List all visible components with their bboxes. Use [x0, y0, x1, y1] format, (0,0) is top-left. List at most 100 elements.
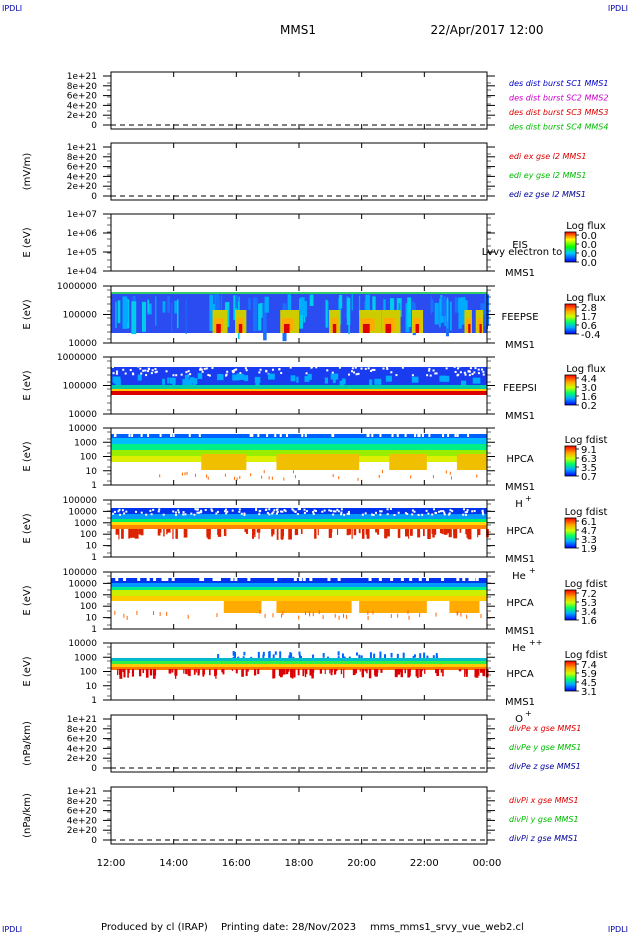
spectrogram-cell: [326, 369, 329, 372]
spectrogram-cell: [174, 511, 177, 514]
spectrogram-cell: [314, 509, 317, 512]
y-tick-label: 10000: [68, 410, 97, 420]
spectrogram-cell: [131, 434, 134, 437]
spectrogram-cell: [481, 511, 484, 514]
y-tick-label: 1000: [74, 653, 97, 663]
spectrogram-cell: [449, 301, 452, 331]
spectrogram-cell: [201, 454, 247, 470]
y-tick-label: 10000: [68, 639, 97, 649]
y-tick-label: 1e+05: [67, 248, 97, 258]
x-tick-label: 16:00: [222, 858, 251, 869]
spectrogram-cell: [352, 669, 356, 676]
spectrogram-cell: [303, 511, 306, 514]
spectrogram-cell: [397, 669, 401, 675]
spectrogram-cell: [419, 653, 422, 660]
colorbar-tick-label: 4.7: [581, 526, 597, 537]
spectrogram-cell: [448, 513, 451, 516]
spectrogram-cell: [240, 512, 243, 515]
panel-eis: E (eV) 1e+07 1e+06 1e+05 1e+04 EIS MMS1 Lvvy el…: [22, 210, 606, 279]
spectrogram-cell: [343, 513, 346, 516]
spectrogram-cell: [410, 529, 413, 536]
spectrogram-cell: [114, 434, 117, 437]
spectrogram-cell: [159, 474, 161, 478]
spectrogram-cell: [334, 669, 338, 672]
spectrogram-cell: [189, 373, 192, 376]
y-tick-label: 10000: [68, 339, 97, 349]
spectrogram-cell: [293, 578, 297, 581]
spectrogram-cell: [184, 513, 187, 516]
spectrogram-cell: [296, 513, 299, 516]
spectrogram-cell: [111, 292, 487, 294]
spectrogram-cell: [467, 529, 472, 540]
spectrogram-cell: [445, 367, 448, 370]
spacecraft-label: MMS1: [505, 697, 535, 708]
spectrogram-cell: [112, 512, 115, 515]
y-tick-label: 1: [91, 481, 97, 491]
spectrogram-cell: [339, 380, 344, 387]
spectrogram-cell: [467, 370, 470, 373]
spectrogram-cell: [167, 377, 170, 384]
spectrogram-cell: [289, 366, 292, 369]
spectrogram-cell: [111, 519, 487, 522]
spectrogram-cell: [400, 578, 404, 581]
spectrogram-cell: [300, 297, 305, 316]
spectrogram-cell: [165, 370, 168, 373]
spectrogram-cell: [315, 366, 318, 369]
spectrogram-cell: [283, 324, 290, 333]
spectrogram-cell: [140, 529, 144, 536]
colorbar-tick-label: 9.1: [581, 445, 597, 456]
spectrogram-cell: [379, 434, 382, 437]
spectrogram-cell: [290, 669, 293, 678]
spectrogram-cell: [433, 529, 437, 535]
spectrogram-cell: [477, 368, 480, 371]
spectrogram-cell: [382, 470, 384, 474]
panel-ylabel: E (eV): [22, 513, 33, 543]
spectrogram-cell: [271, 368, 274, 371]
spectrogram-cell: [167, 296, 171, 313]
spectrogram-cell: [159, 611, 161, 616]
spectrogram-cell: [346, 297, 351, 325]
spectrogram-cell: [181, 472, 183, 476]
y-tick-label: 2e+20: [67, 182, 98, 192]
legend-entry: divPi z gse MMS1: [509, 834, 578, 843]
spectrogram-cell: [374, 378, 382, 385]
spectrogram-cell: [305, 510, 308, 513]
spectrogram-cell: [161, 578, 165, 581]
spectrogram-cell: [249, 434, 252, 437]
y-tick-label: 8e+20: [67, 153, 98, 163]
spectrogram-cell: [111, 522, 487, 525]
spectrogram-cell: [201, 578, 205, 581]
spectrogram-cell: [313, 509, 316, 512]
spectrogram-cell: [379, 513, 382, 516]
spectrogram-cell: [236, 477, 238, 481]
corner-label-top-left: IPDLI: [2, 4, 22, 13]
spacecraft-label: MMS1: [505, 482, 535, 493]
colorbar-tick-label: 0.0: [581, 231, 597, 242]
spectrogram-cell: [351, 294, 353, 311]
colorbar-title: Log flux: [566, 364, 606, 375]
spectrogram-cell: [298, 508, 301, 511]
spectrogram-cell: [177, 511, 180, 514]
spectrogram-cell: [467, 529, 470, 536]
spectrogram-cell: [111, 525, 487, 529]
spectrogram-cell: [339, 294, 343, 309]
panel-ylabel: (nPa/km): [22, 721, 33, 766]
spacecraft-label: MMS1: [505, 268, 535, 279]
spectrogram-cell: [385, 375, 392, 382]
spectrogram-cell: [469, 529, 471, 534]
y-tick-label: 4e+20: [67, 101, 98, 111]
spectrogram-cell: [199, 578, 203, 581]
spectrogram-cell: [433, 508, 436, 511]
y-tick-label: 1e+04: [67, 267, 98, 277]
spectrogram-cell: [480, 613, 482, 618]
colorbar-tick-label: 2.8: [581, 303, 597, 314]
spectrogram-cell: [305, 669, 308, 675]
spectrogram-cell: [290, 653, 293, 658]
colorbar-title: Log fdist: [565, 507, 608, 518]
colorbar-tick-label: 4.4: [581, 374, 597, 385]
spectrogram-cell: [337, 651, 340, 656]
spectrogram-cell: [224, 510, 227, 513]
spectrogram-cell: [334, 613, 336, 618]
spectrogram-cell: [464, 511, 467, 514]
